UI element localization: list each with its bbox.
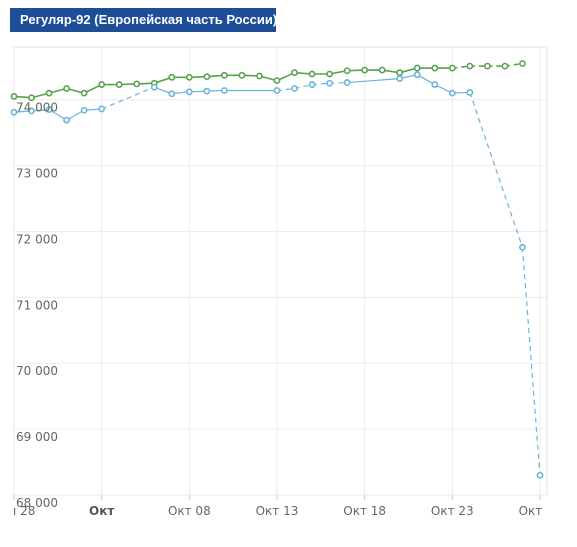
series-2-segment (347, 78, 400, 84)
series-1-point[interactable] (291, 69, 298, 77)
series-2-segment (48, 109, 67, 121)
series-1-point[interactable] (203, 73, 211, 81)
series-2-point[interactable] (431, 81, 439, 88)
series-2-point[interactable] (466, 89, 474, 96)
series-1-point[interactable] (238, 71, 246, 79)
series-1-point[interactable] (256, 72, 263, 80)
x-tick-label: Сен 28 (0, 504, 35, 518)
series-2-point[interactable] (308, 81, 316, 88)
series-1-point[interactable] (63, 85, 70, 92)
series-2-segment (469, 92, 524, 248)
series-2-point[interactable] (448, 89, 456, 97)
series-2-point[interactable] (519, 243, 526, 251)
series-2-point[interactable] (28, 107, 35, 115)
chart-title: Регуляр-92 (Европейская часть России) (10, 8, 276, 32)
series-2-point[interactable] (536, 471, 544, 479)
series-2-point[interactable] (220, 87, 228, 94)
series-1-point[interactable] (115, 81, 123, 88)
series-2-point[interactable] (98, 105, 106, 113)
series-1-point[interactable] (45, 89, 53, 97)
series-2-point[interactable] (185, 88, 193, 96)
series-1-point[interactable] (168, 73, 176, 81)
x-axis-labels: Сен 28 Окт Окт 08 Окт 13 Окт 18 Окт 23 Окт 28 (0, 504, 562, 518)
series-2-point[interactable] (203, 87, 211, 95)
y-tick-label: 68 000 (16, 496, 58, 510)
series-1-point[interactable] (185, 73, 193, 81)
series-1-point[interactable] (273, 77, 281, 84)
series-2-segment (521, 247, 541, 476)
series-1-point[interactable] (308, 70, 316, 78)
series-1-point[interactable] (220, 71, 228, 79)
series-2-point[interactable] (45, 106, 53, 113)
series-2-point[interactable] (273, 87, 281, 94)
series-1-point[interactable] (501, 62, 509, 70)
series-1-point[interactable] (28, 94, 35, 102)
x-tick-label: Окт 23 (431, 504, 474, 518)
series-1-point[interactable] (483, 62, 491, 70)
series-2-point[interactable] (80, 106, 88, 114)
series-2-point[interactable] (413, 71, 421, 79)
series-2-segment (101, 86, 155, 110)
x-tick-label: Окт 28 (519, 504, 562, 518)
series-2-point[interactable] (150, 83, 158, 91)
y-tick-label: 73 000 (16, 167, 58, 181)
plot-frame (13, 46, 548, 496)
x-tick-label: Окт 18 (343, 504, 386, 518)
series-1-point[interactable] (466, 62, 474, 70)
series-2-point[interactable] (10, 108, 18, 116)
series-2-point[interactable] (343, 79, 351, 86)
series-2-point[interactable] (326, 79, 333, 87)
y-tick-label: 72 000 (16, 232, 58, 246)
series-1-point[interactable] (343, 67, 351, 75)
series-1-point[interactable] (378, 66, 386, 74)
series-1-point[interactable] (326, 70, 333, 78)
series-2-point[interactable] (63, 116, 70, 124)
series-2-point[interactable] (291, 85, 298, 92)
x-tick-label: Окт (89, 504, 114, 518)
x-tick-label: Окт 08 (168, 504, 211, 518)
series-2-point[interactable] (396, 75, 404, 83)
series-1-point[interactable] (448, 64, 456, 72)
y-tick-label: 69 000 (16, 430, 58, 444)
series-1-point[interactable] (413, 64, 421, 72)
series-1-point[interactable] (431, 64, 439, 72)
series-1-point[interactable] (396, 69, 404, 77)
y-tick-label: 74 000 (16, 101, 58, 115)
series-layer (10, 60, 544, 479)
series-1-point[interactable] (519, 60, 526, 67)
y-tick-label: 71 000 (16, 298, 58, 312)
series-2-point[interactable] (168, 90, 176, 98)
y-tick-label: 70 000 (16, 364, 58, 378)
y-axis-labels: 68 000 69 000 70 000 71 000 72 000 73 000 74 0… (16, 101, 58, 510)
series-1-point[interactable] (361, 66, 369, 74)
grid-lines (13, 46, 548, 500)
series-1-point[interactable] (10, 93, 18, 100)
series-1-point[interactable] (80, 89, 88, 97)
series-1-point[interactable] (98, 81, 106, 88)
series-1-point[interactable] (133, 80, 141, 88)
x-tick-label: Окт 13 (256, 504, 299, 518)
